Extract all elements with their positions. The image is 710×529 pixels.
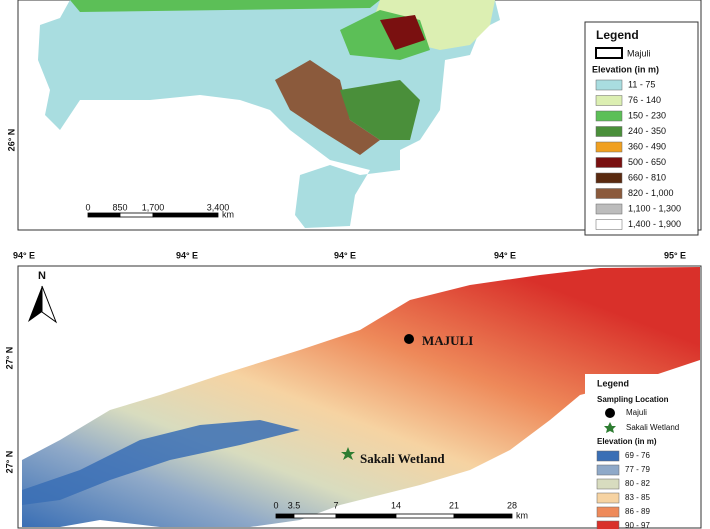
site-sakali — [341, 447, 355, 460]
legend-label: Majuli — [627, 48, 651, 58]
legend-subtitle: Elevation (in m) — [592, 64, 659, 74]
legend-label: 1,100 - 1,300 — [628, 203, 681, 213]
scale-segment — [152, 212, 219, 218]
legend-swatch — [595, 126, 623, 137]
legend-label: Majuli — [626, 408, 647, 417]
legend-swatch — [595, 188, 623, 199]
legend-swatch — [595, 95, 623, 106]
legend-swatch — [595, 203, 623, 215]
legend-classes: 11 - 75 76 - 140 150 - 230 240 - 350 360 - 4… — [595, 79, 681, 230]
legend-swatch — [595, 141, 623, 153]
site-label: MAJULI — [422, 333, 473, 348]
lon-label: 95° E — [664, 250, 686, 260]
north-label: N — [38, 270, 46, 282]
legend-label: 76 - 140 — [628, 95, 661, 105]
legend-symbol — [605, 408, 615, 418]
legend-swatch — [595, 47, 623, 59]
legend-swatch — [595, 172, 623, 184]
legend-label: 360 - 490 — [628, 141, 666, 151]
legend-symbol — [604, 422, 616, 433]
legend-label: 86 - 89 — [625, 507, 650, 516]
legend-label: 80 - 82 — [625, 479, 650, 488]
lat-label: 27° N — [4, 347, 14, 370]
legend-swatch — [595, 110, 623, 122]
scale-segment — [119, 212, 154, 218]
legend-swatch — [595, 157, 623, 168]
scale-label: 7 — [333, 500, 338, 510]
region-plateau — [340, 80, 420, 140]
river-channel — [22, 420, 300, 505]
scale-unit: km — [516, 510, 528, 520]
region-high — [380, 15, 425, 50]
legend-subtitle: Elevation (in m) — [597, 437, 657, 446]
legend-swatch — [596, 478, 620, 490]
legend-label: 90 - 97 — [625, 521, 650, 529]
legend-swatch — [596, 492, 620, 504]
legend-label: 660 - 810 — [628, 172, 666, 182]
scale-label: 1,700 — [142, 202, 165, 212]
legend-swatch — [596, 520, 620, 529]
legend-label: 240 - 350 — [628, 126, 666, 136]
north-arrow — [41, 285, 58, 324]
legend-label: Sakali Wetland — [626, 423, 679, 432]
scale-segment — [395, 513, 455, 519]
site-majuli — [404, 334, 414, 344]
legend-label: 820 - 1,000 — [628, 188, 674, 198]
legend-label: 1,400 - 1,900 — [628, 219, 681, 229]
lon-label: 94° E — [13, 250, 35, 260]
legend-swatch — [595, 79, 623, 91]
legend-swatch — [596, 450, 620, 462]
legend-swatch — [596, 464, 620, 476]
site-label: Sakali Wetland — [360, 451, 445, 466]
lat-label: 26° N — [6, 129, 16, 152]
scale-label: 3.5 — [288, 500, 301, 510]
scale-label: 21 — [449, 500, 459, 510]
scale-label: 850 — [112, 202, 127, 212]
scale-label: 28 — [507, 500, 517, 510]
scale-segment — [87, 212, 121, 218]
north-arrow — [28, 286, 42, 322]
legend-subtitle: Sampling Location — [597, 395, 669, 404]
legend-label: 500 - 650 — [628, 157, 666, 167]
legend-swatch — [596, 506, 620, 518]
region-north-hills — [70, 0, 380, 12]
legend-swatch — [595, 219, 623, 230]
legend-label: 69 - 76 — [625, 451, 650, 460]
scale-segment — [453, 513, 513, 519]
legend-label: 150 - 230 — [628, 110, 666, 120]
scale-label: 14 — [391, 500, 401, 510]
legend-title: Legend — [596, 28, 639, 42]
scale-label: 0 — [85, 202, 90, 212]
legend-label: 83 - 85 — [625, 493, 650, 502]
scale-segment — [293, 513, 337, 519]
legend-label: 11 - 75 — [628, 79, 655, 89]
lon-label: 94° E — [494, 250, 516, 260]
legend-label: 77 - 79 — [625, 465, 650, 474]
scale-label: 3,400 — [207, 202, 230, 212]
scale-unit: km — [222, 209, 234, 219]
scale-label: 0 — [273, 500, 278, 510]
lon-label: 94° E — [176, 250, 198, 260]
scale-segment — [275, 513, 295, 519]
lon-label: 94° E — [334, 250, 356, 260]
elevation-raster — [22, 267, 700, 527]
legend-title: Legend — [597, 378, 629, 388]
scale-segment — [335, 513, 397, 519]
legend-classes: 69 - 76 77 - 79 80 - 82 83 - 85 86 - 89 90 - … — [596, 450, 650, 529]
lat-label: 27° N — [4, 451, 14, 474]
region-mountains — [275, 60, 380, 155]
